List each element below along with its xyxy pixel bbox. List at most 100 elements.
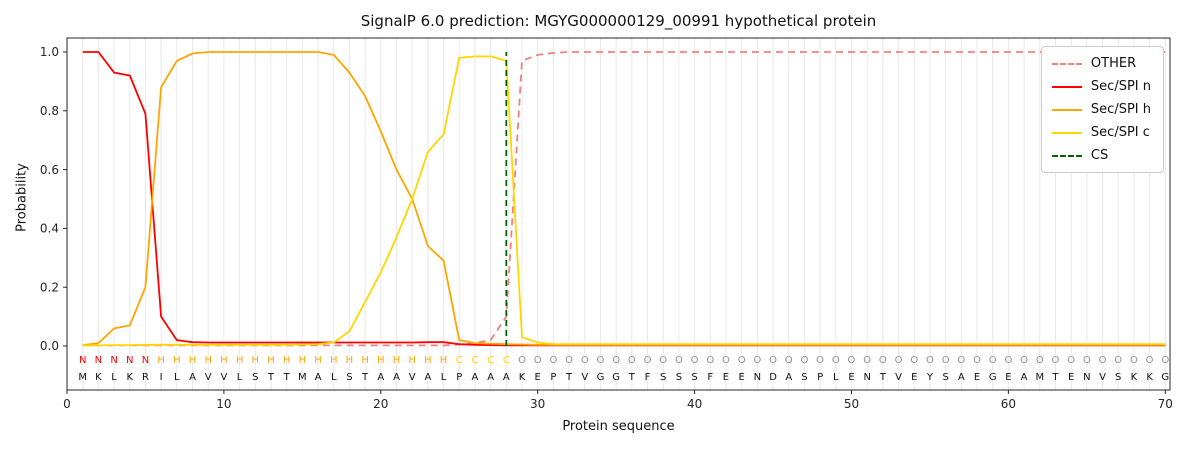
state-letter: O [722,355,730,366]
y-tick-label: 1.0 [40,45,59,59]
x-tick-label: 30 [530,397,545,411]
state-letter: H [330,355,338,366]
series-sec-spi-c [82,55,1166,347]
legend-line-sec-spi-c-icon [1051,131,1082,134]
sequence-letter: S [691,372,697,383]
state-letter: H [157,355,165,366]
state-letter: H [189,355,197,366]
y-axis-ticks: 0.0 0.2 0.4 0.6 0.8 1.0 [40,45,67,353]
state-letter: O [1036,355,1044,366]
state-letter: O [816,355,824,366]
state-letter: H [346,355,354,366]
legend-label-sec-spi-n: Sec/SPI n [1090,79,1151,94]
state-letter: H [440,355,448,366]
sequence-letter: A [189,372,196,383]
sequence-letter: N [1083,372,1090,383]
state-letter: O [549,355,557,366]
sequence-letter: L [174,372,180,383]
sequence-letter: I [160,372,163,383]
sequence-letter: T [267,372,275,383]
legend: OTHER Sec/SPI n Sec/SPI h Sec/SPI c CS [1040,46,1164,173]
sequence-letter: S [346,372,352,383]
state-letter: H [424,355,432,366]
legend-label-other: OTHER [1090,56,1137,71]
sequence-letter: L [237,372,243,383]
sequence-letter: V [895,372,902,383]
series-other [82,51,1166,347]
state-letter: O [706,355,714,366]
legend-line-sec-spi-h-icon [1051,108,1082,111]
y-tick-label: 0.4 [40,222,59,236]
sequence-letter: S [676,372,682,383]
state-letter: H [204,355,212,366]
state-letter: O [879,355,887,366]
state-letter: O [1099,355,1107,366]
state-letter: O [1130,355,1138,366]
state-letter: O [565,355,573,366]
sequence-letter: A [503,372,510,383]
state-letter: H [299,355,307,366]
legend-label-sec-spi-h: Sec/SPI h [1090,102,1151,117]
sequence-letter: K [519,372,526,383]
sequence-letter: V [205,372,212,383]
sequence-letter: A [472,372,479,383]
state-letter: O [691,355,699,366]
state-letter: C [471,355,478,366]
sequence-letter: E [739,372,745,383]
x-tick-label: 50 [844,397,859,411]
state-letter: O [612,355,620,366]
legend-line-other-icon [1051,62,1082,65]
sequence-letter: A [1021,372,1028,383]
sequence-letter: V [409,372,416,383]
state-letter: O [534,355,542,366]
x-tick-label: 60 [1001,397,1016,411]
sequence-letter: N [754,372,761,383]
sequence-letter: E [848,372,854,383]
state-letter: H [361,355,369,366]
legend-line-cs-icon [1051,154,1082,157]
sequence-letter: P [456,372,462,383]
sequence-letter: E [974,372,980,383]
sequence-letter: E [911,372,917,383]
state-letter: O [848,355,856,366]
state-letter: H [377,355,385,366]
sequence-letter: T [361,372,369,383]
sequence-letter: G [989,372,997,383]
state-letter: H [314,355,322,366]
state-letter: N [142,355,149,366]
state-letter: O [659,355,667,366]
state-letter: H [408,355,416,366]
sequence-letter: Y [926,372,934,383]
sequence-letter: K [126,372,133,383]
series-sec-spi-n [82,51,1166,347]
state-letter: O [957,355,965,366]
y-tick-label: 0.0 [40,339,59,353]
sequence-letter: L [441,372,447,383]
sequence-letter: E [723,372,729,383]
sequence-letter: A [393,372,400,383]
sequence-letter: A [424,372,431,383]
state-letter: O [738,355,746,366]
state-letter: N [79,355,86,366]
x-axis-label: Protein sequence [562,419,675,434]
sequence-letter: S [252,372,258,383]
sequence-letter: L [111,372,117,383]
state-letter: O [973,355,981,366]
chart-title: SignalP 6.0 prediction: MGYG000000129_00… [360,12,877,30]
legend-item-other: OTHER [1051,55,1151,72]
x-tick-label: 0 [63,397,71,411]
state-letter: O [644,355,652,366]
sequence-letter: S [801,372,807,383]
legend-item-cs: CS [1051,147,1151,164]
state-letter: N [95,355,102,366]
state-letter: H [283,355,291,366]
sequence-letter: T [879,372,887,383]
series-sec-spi-h [82,51,1166,346]
sequence-letter: G [1161,372,1169,383]
state-letter: H [267,355,275,366]
x-tick-label: 10 [216,397,231,411]
